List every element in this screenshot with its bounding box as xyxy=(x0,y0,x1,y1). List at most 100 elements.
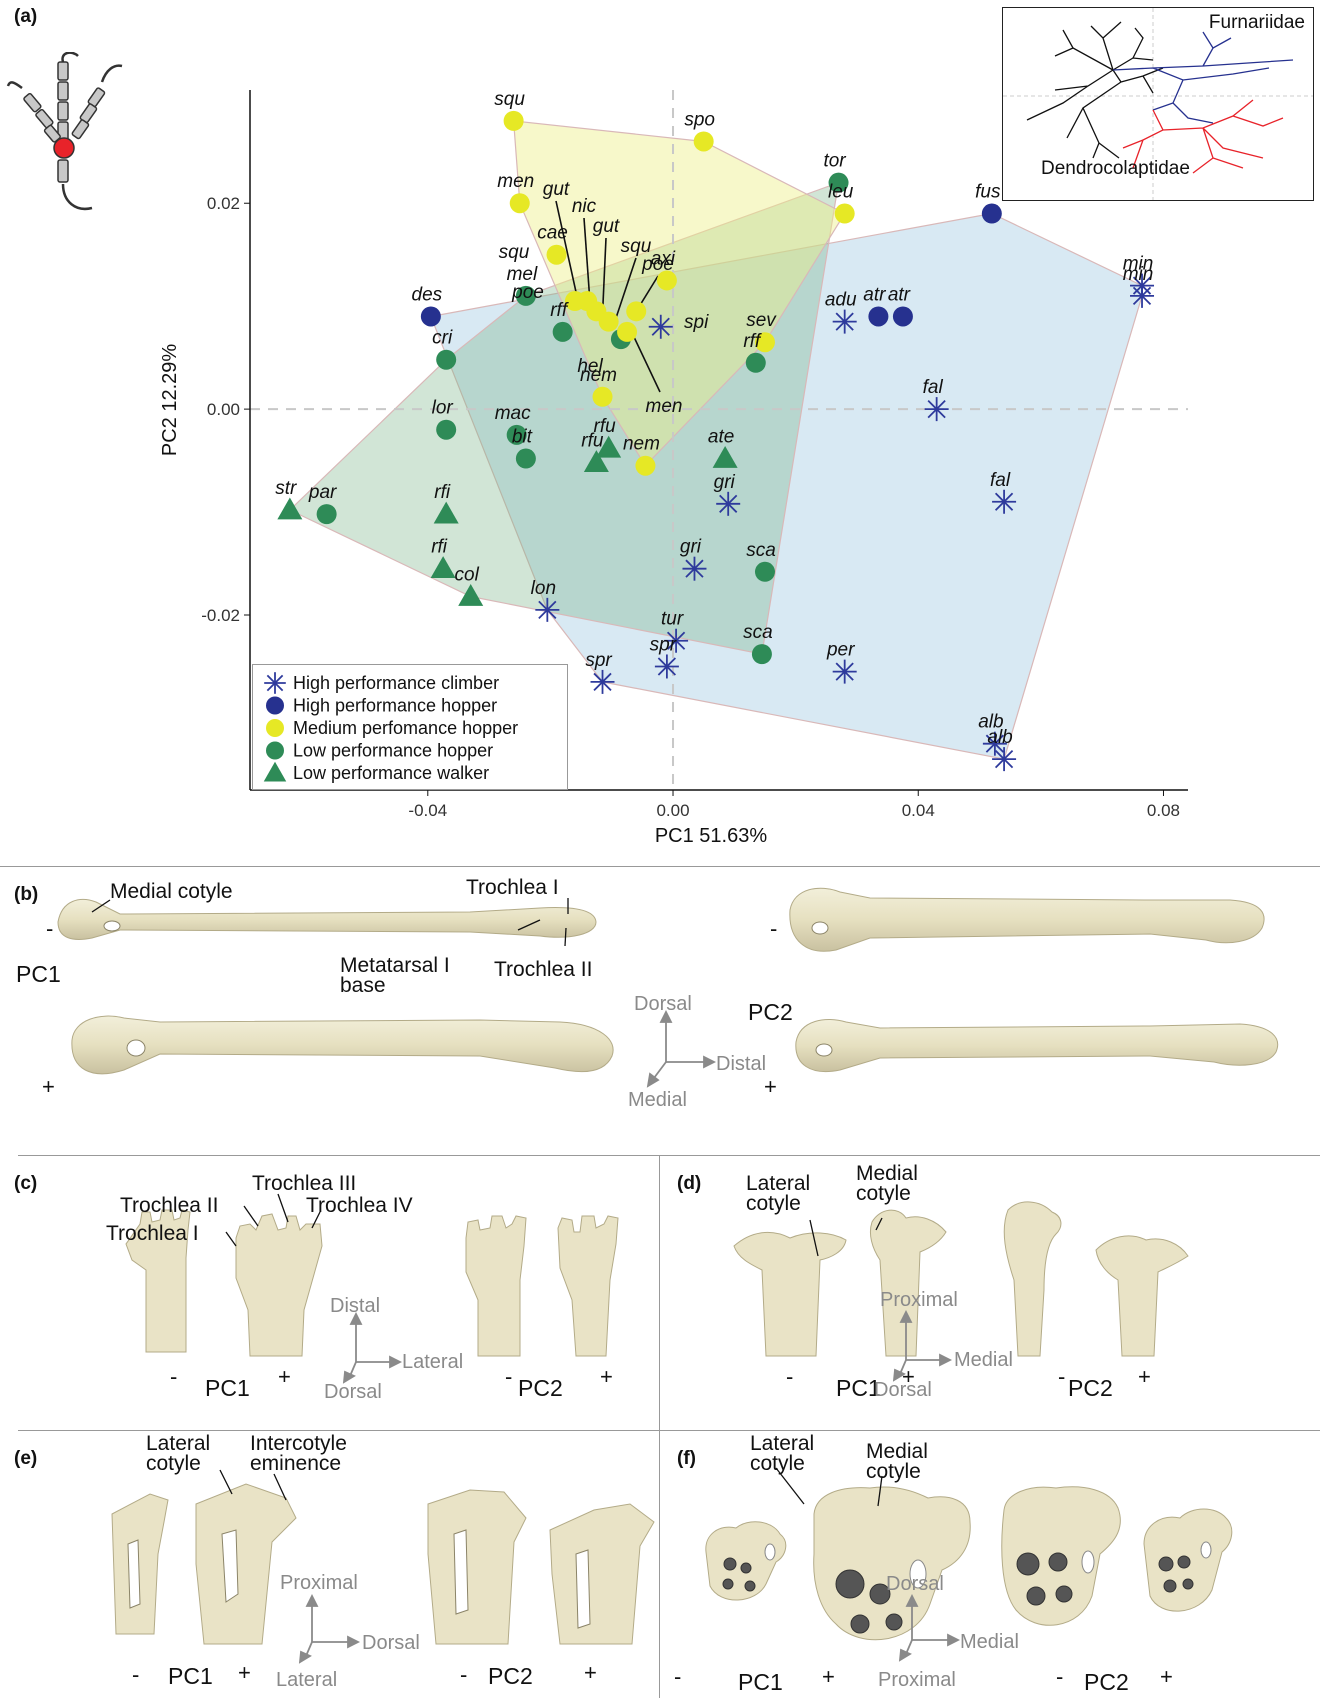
legend-marker-low_walker xyxy=(263,761,287,782)
f-pc2-label: PC2 xyxy=(1084,1669,1129,1695)
x-tick-label: 0.08 xyxy=(1147,801,1180,820)
axis-medial: Medial xyxy=(954,1349,1013,1371)
axis-medial: Medial xyxy=(960,1631,1019,1653)
y-tick-label: 0.02 xyxy=(207,194,240,213)
point-label: rfi xyxy=(434,482,451,503)
asterisk-stroke xyxy=(994,492,1014,511)
point-low_hopper xyxy=(828,172,849,193)
point-label: spr xyxy=(650,634,677,655)
point-high_hopper xyxy=(981,203,1002,224)
label-medial-cotyle-1: Medial xyxy=(856,1162,918,1185)
point-medium_hopper xyxy=(509,193,530,214)
callout-label: squ xyxy=(499,242,530,263)
legend-label: High performance hopper xyxy=(293,696,497,716)
point-label: mac xyxy=(495,403,531,424)
point-label: bit xyxy=(512,427,533,448)
pc2-minus-sign: - xyxy=(770,916,777,941)
separator-bc xyxy=(18,1155,1320,1156)
f-pc1-minus: - xyxy=(674,1664,681,1689)
point-low_hopper xyxy=(515,448,536,469)
label-intercotyle-1: Intercotyle xyxy=(250,1434,347,1455)
legend-entries: High performance climber High performance… xyxy=(263,672,518,783)
panel-label-b: (b) xyxy=(14,884,39,905)
label-trochlea-ii: Trochlea II xyxy=(120,1194,218,1217)
label-lateral-cotyle-2: cotyle xyxy=(746,1192,801,1215)
point-low_hopper xyxy=(436,419,457,440)
c-pc1-minus: - xyxy=(170,1364,177,1389)
orientation-compass-b xyxy=(646,1009,717,1088)
e-pc2-label: PC2 xyxy=(488,1663,533,1689)
label-lateral-cotyle-1: Lateral xyxy=(146,1434,210,1455)
point-low_walker xyxy=(277,497,303,520)
point-medium_hopper xyxy=(635,455,656,476)
pc1-label: PC1 xyxy=(16,961,61,987)
point-label: adu xyxy=(825,290,857,311)
point-low_hopper xyxy=(436,349,457,370)
asterisk-stroke xyxy=(835,312,854,331)
label-medial-cotyle: Medial cotyle xyxy=(110,880,233,903)
callout-line xyxy=(601,237,607,315)
point-label: gri xyxy=(714,472,736,493)
axis-dorsal: Dorsal xyxy=(886,1573,944,1595)
point-low_walker xyxy=(583,450,609,473)
inset-title-dendrocolaptidae: Dendrocolaptidae xyxy=(1041,158,1190,179)
point-label: lon xyxy=(531,578,556,599)
orientation-compass-f xyxy=(898,1593,961,1662)
c-pc2-plus: + xyxy=(600,1364,613,1389)
axis-dorsal: Dorsal xyxy=(634,993,692,1015)
f-pc2-minus: - xyxy=(1056,1664,1063,1689)
asterisk-stroke xyxy=(266,674,284,692)
point-label: des xyxy=(412,284,443,305)
panel-label-a: (a) xyxy=(14,6,38,27)
label-lateral-cotyle-2: cotyle xyxy=(750,1452,805,1475)
bone-e-pc2-minus xyxy=(427,1489,527,1645)
separator-ab xyxy=(0,866,1320,867)
point-climber xyxy=(832,309,857,334)
e-pc2-plus: + xyxy=(584,1660,597,1685)
label-intercotyle-2: eminence xyxy=(250,1452,341,1475)
e-pc2-minus: - xyxy=(460,1662,467,1687)
label-trochlea-iii: Trochlea III xyxy=(252,1172,356,1195)
f-pc1-plus: + xyxy=(822,1664,835,1689)
point-label: fal xyxy=(923,377,944,398)
hull-climbers xyxy=(430,212,1143,760)
point-low_hopper xyxy=(506,424,527,445)
bone-d-pc2-plus xyxy=(1095,1235,1189,1357)
asterisk-stroke xyxy=(657,657,677,676)
legend-label: Medium perfomance hopper xyxy=(293,718,518,738)
point-label: nem xyxy=(580,365,617,386)
point-climber xyxy=(716,491,741,516)
legend: High performance climber High performance… xyxy=(252,664,568,790)
bone-d-pc2-minus xyxy=(1003,1201,1062,1357)
f-pc1-label: PC1 xyxy=(738,1669,783,1695)
pc1-minus-sign: - xyxy=(46,916,53,941)
c-pc2-minus: - xyxy=(505,1364,512,1389)
point-label: tor xyxy=(823,151,846,172)
point-label: rff xyxy=(743,331,762,352)
point-label: axi xyxy=(651,248,676,269)
point-label: spr xyxy=(585,650,612,671)
point-climber xyxy=(654,654,679,679)
d-pc1-label: PC1 xyxy=(836,1375,881,1401)
callout-line xyxy=(629,328,661,393)
point-low_hopper xyxy=(316,504,337,525)
label-trochlea-i: Trochlea I xyxy=(106,1222,199,1245)
point-label: gri xyxy=(680,537,702,558)
tarsometatarsus-pc1-minus xyxy=(57,899,597,940)
d-pc2-plus: + xyxy=(1138,1364,1151,1389)
axis-lateral: Lateral xyxy=(402,1351,463,1373)
point-high_hopper xyxy=(868,306,889,327)
callout-line xyxy=(614,257,637,322)
panel-f: Lateral cotyle Medial cotyle - + PC1 - +… xyxy=(674,1434,1233,1695)
axis-distal: Distal xyxy=(716,1053,766,1075)
point-low_hopper xyxy=(754,561,775,582)
point-label: nem xyxy=(623,434,660,455)
legend-marker-high_hopper xyxy=(266,696,284,715)
bone-c-pc1-plus xyxy=(235,1213,323,1357)
point-label: atr xyxy=(863,284,886,305)
d-pc2-label: PC2 xyxy=(1068,1375,1113,1401)
point-medium_hopper xyxy=(598,311,619,332)
pca-scatter-plot: -0.04 0.00 0.04 0.08-0.020.000.02 tormelrff… xyxy=(159,89,1188,847)
point-label: spo xyxy=(684,109,715,130)
point-low_walker xyxy=(596,435,622,458)
